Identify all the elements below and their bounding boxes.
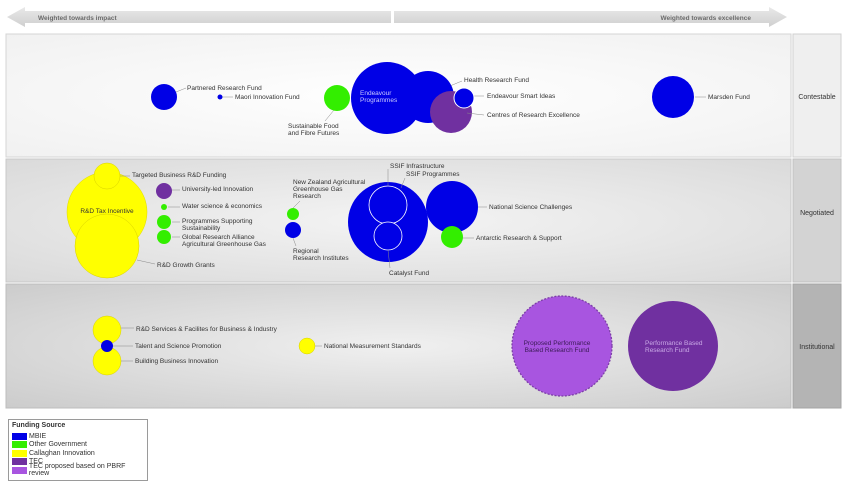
centres-of-research-excellence-label: Centres of Research Excellence (487, 112, 580, 119)
ssif-programmes-bubble[interactable] (368, 185, 408, 225)
antarctic-research-bubble[interactable] (441, 226, 463, 248)
legend-swatch-mbie (12, 432, 27, 440)
national-science-challenges-label: National Science Challenges (489, 204, 573, 211)
endeavour-smart-ideas-label: Endeavour Smart Ideas (487, 93, 556, 100)
regional-research-institutes-label-2: Research Institutes (293, 255, 349, 262)
endeavour-programmes-label-2: Programmes (360, 97, 398, 104)
institutional-row-tab (792, 283, 842, 409)
legend-item-tec: TEC (12, 458, 147, 467)
negotiated-row-tab (792, 158, 842, 283)
talent-science-promotion-bubble[interactable] (101, 340, 113, 352)
rd-growth-grants-label: R&D Growth Grants (157, 262, 216, 269)
proposed-pbrf-bubble[interactable] (511, 295, 613, 397)
sustainable-food-bubble[interactable] (324, 85, 350, 111)
impact-arrow-label: Weighted towards impact (38, 15, 117, 22)
nz-agricultural-ghg-label-3: Research (293, 193, 321, 200)
global-research-alliance-bubble[interactable] (157, 230, 171, 244)
legend-label-mbie: MBIE (29, 432, 47, 440)
ssif-programmes-label: SSIF Programmes (406, 171, 460, 178)
sustainable-food-label-2: and Fibre Futures (288, 130, 340, 137)
national-science-challenges-bubble[interactable] (426, 181, 478, 233)
partnered-research-fund-bubble[interactable] (151, 84, 177, 110)
catalyst-fund-bubble[interactable] (373, 221, 403, 251)
national-measurement-standards-bubble[interactable] (298, 337, 316, 355)
impact-arrow: Weighted towards impact (7, 7, 391, 27)
row-label-institutional: Institutional (799, 344, 835, 351)
rd-services-bubble[interactable] (92, 315, 122, 345)
legend-swatch-tec (12, 458, 27, 466)
legend-label-callaghan: Callaghan Innovation (29, 449, 95, 457)
legend-item-other-government: Other Government (12, 441, 147, 450)
programmes-supporting-label-1: Programmes Supporting (182, 218, 253, 225)
rd-tax-incentive-label: R&D Tax Incentive (80, 208, 134, 215)
maori-innovation-fund-bubble[interactable] (217, 94, 223, 100)
endeavour-programmes-bubble[interactable] (351, 62, 423, 134)
excellence-arrow: Weighted towards excellence (394, 7, 787, 27)
legend-label-other-government: Other Government (29, 441, 87, 449)
regional-research-institutes-label-1: Regional (293, 248, 319, 255)
rd-services-label: R&D Services & Facilites for Business & … (136, 326, 278, 333)
nz-agricultural-ghg-label-1: New Zealand Agricultural (293, 179, 366, 186)
catalyst-fund-label: Catalyst Fund (389, 270, 429, 277)
excellence-arrow-label: Weighted towards excellence (660, 15, 751, 22)
legend-label-tec: TEC (29, 458, 43, 466)
partnered-research-fund-label: Partnered Research Fund (187, 85, 262, 92)
endeavour-programmes-label-1: Endeavour (360, 90, 392, 97)
row-label-contestable: Contestable (798, 94, 835, 101)
funding-source-legend: Funding Source MBIE Other Government Cal… (8, 419, 148, 481)
national-measurement-standards-label: National Measurement Standards (324, 343, 422, 350)
legend-item-callaghan: Callaghan Innovation (12, 449, 147, 458)
nz-agricultural-ghg-bubble[interactable] (287, 208, 299, 220)
legend-item-mbie: MBIE (12, 432, 147, 441)
programmes-supporting-label-2: Sustainability (182, 225, 221, 232)
university-led-innovation-label: University-led Innovation (182, 186, 254, 193)
targeted-business-rd-label: Targeted Business R&D Funding (132, 172, 227, 179)
global-research-alliance-label-1: Global Research Alliance (182, 234, 255, 241)
programmes-supporting-bubble[interactable] (157, 215, 171, 229)
legend-swatch-other-government (12, 441, 27, 449)
sustainable-food-label-1: Sustainable Food (288, 123, 339, 130)
antarctic-research-label: Antarctic Research & Support (476, 235, 562, 242)
legend-swatch-tec-proposed (12, 466, 27, 474)
building-business-innovation-label: Building Business Innovation (135, 358, 218, 365)
pbrf-label-1: Performance Based (645, 340, 703, 347)
global-research-alliance-label-2: Agricultural Greenhouse Gas (182, 241, 267, 248)
rd-growth-grants-bubble[interactable] (74, 213, 140, 279)
proposed-pbrf-label-1: Proposed Performance (524, 340, 591, 347)
pbrf-label-2: Research Fund (645, 347, 690, 354)
health-research-fund-label: Health Research Fund (464, 77, 529, 84)
endeavour-smart-ideas-bubble[interactable] (453, 87, 475, 109)
university-led-innovation-bubble[interactable] (156, 183, 172, 199)
pbrf-bubble[interactable] (628, 301, 718, 391)
water-science-label: Water science & economics (182, 203, 263, 210)
regional-research-institutes-bubble[interactable] (285, 222, 301, 238)
legend-title: Funding Source (12, 422, 66, 429)
talent-science-promotion-label: Talent and Science Promotion (135, 343, 222, 350)
legend-label-tec-proposed: TEC proposed based on PBRF review (28, 463, 126, 478)
nz-agricultural-ghg-label-2: Greenhouse Gas (293, 186, 343, 193)
legend-item-tec-proposed: TEC proposed based on PBRF review (12, 463, 147, 478)
row-label-negotiated: Negotiated (800, 210, 834, 217)
ssif-infrastructure-label: SSIF Infrastructure (390, 163, 445, 170)
marsden-fund-label: Marsden Fund (708, 94, 750, 101)
water-science-bubble[interactable] (161, 204, 167, 210)
targeted-business-rd-bubble[interactable] (93, 162, 121, 190)
maori-innovation-fund-label: Maori Innovation Fund (235, 94, 300, 101)
contestable-row-tab (792, 33, 842, 158)
legend-swatch-callaghan (12, 449, 27, 457)
proposed-pbrf-label-2: Based Research Fund (525, 347, 590, 354)
marsden-fund-bubble[interactable] (652, 76, 694, 118)
